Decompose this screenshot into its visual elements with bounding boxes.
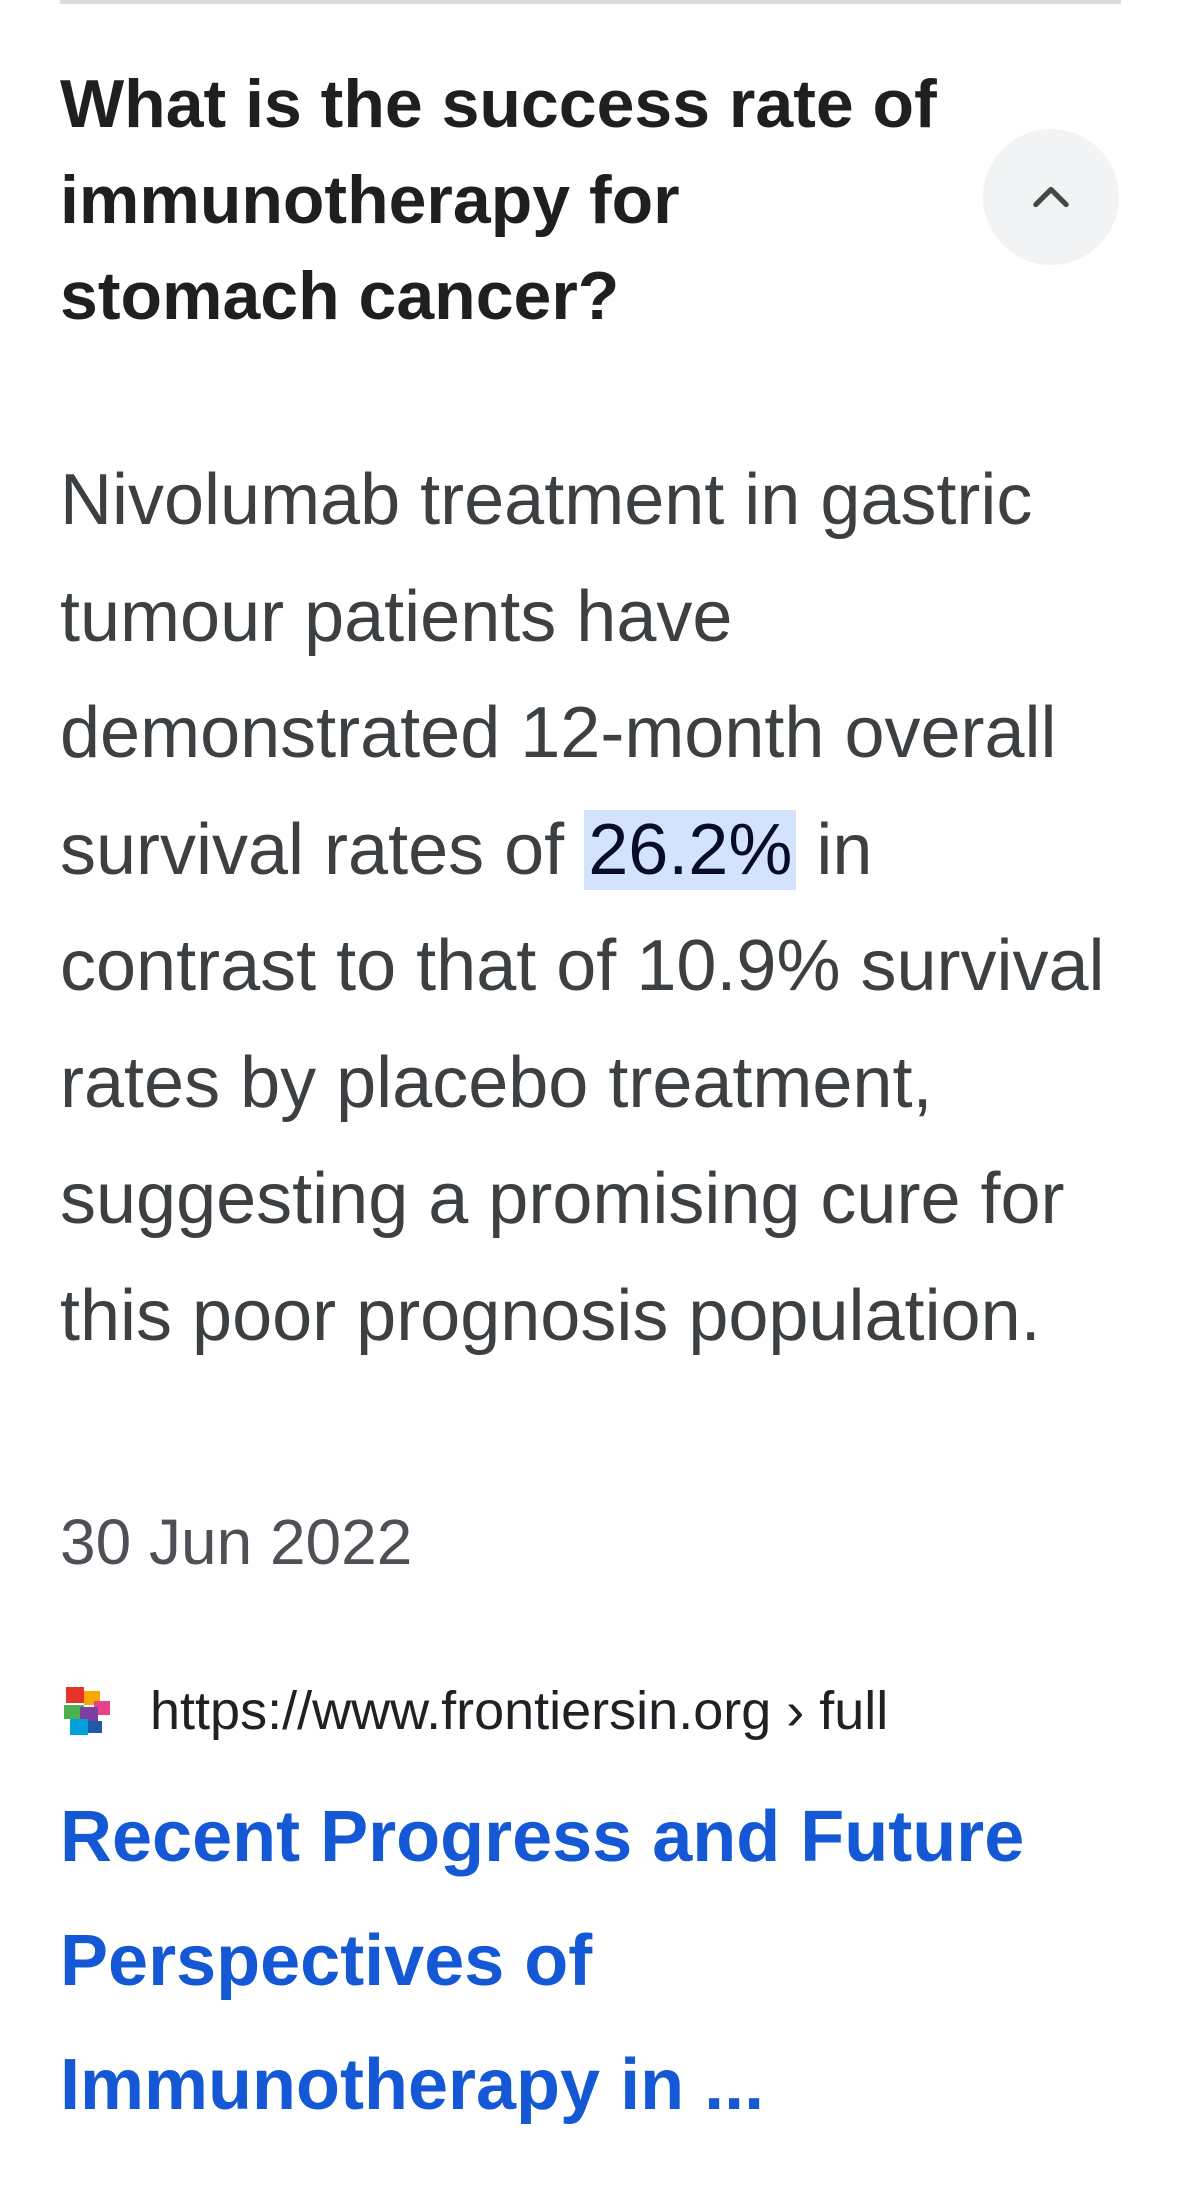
faq-answer: Nivolumab treatment in gastric tumour pa… [60,442,1130,1374]
frontiers-logo-icon [60,1683,116,1739]
top-divider [60,0,1121,4]
source-url[interactable]: https://www.frontiersin.org › full [150,1681,889,1741]
answer-date: 30 Jun 2022 [60,1506,413,1578]
result-title-text[interactable]: Recent Progress and Future Perspectives … [60,1797,1025,2125]
collapse-button[interactable] [983,129,1119,265]
chevron-up-icon [1033,186,1069,208]
source-row[interactable]: https://www.frontiersin.org › full [60,1676,1120,1746]
faq-question[interactable]: What is the success rate of immunotherap… [60,66,937,334]
answer-text-end: in contrast to that of 10.9% survival ra… [60,809,1105,1356]
result-title-link[interactable]: Recent Progress and Future Perspectives … [60,1775,1120,2147]
answer-text-start: Nivolumab treatment in gastric tumour pa… [60,460,1057,890]
answer-highlight: 26.2% [584,809,797,890]
